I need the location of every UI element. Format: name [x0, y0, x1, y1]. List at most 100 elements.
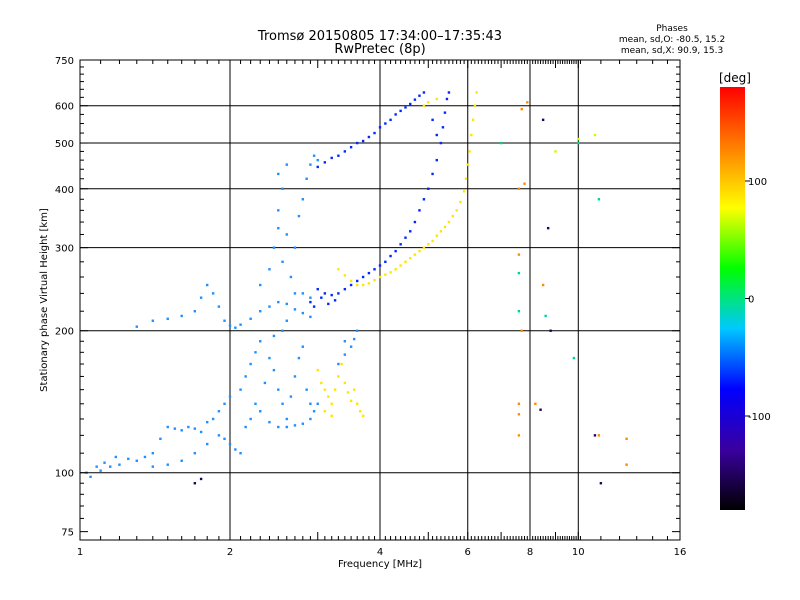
data-point — [462, 190, 466, 193]
data-point — [343, 353, 347, 356]
data-point — [180, 459, 183, 462]
data-point — [199, 296, 203, 299]
data-point — [517, 271, 521, 275]
data-point — [427, 187, 430, 190]
data-point — [349, 283, 353, 287]
data-point — [439, 141, 443, 145]
data-point — [470, 133, 473, 137]
data-point — [399, 243, 402, 246]
data-point — [293, 246, 297, 249]
data-point — [293, 375, 297, 378]
chart-title: Tromsø 20150805 17:34:00–17:35:43 — [257, 29, 502, 44]
data-point — [346, 391, 350, 394]
x-tick-label: 10 — [572, 547, 585, 558]
data-point — [413, 98, 417, 101]
data-point — [355, 329, 359, 332]
data-point — [277, 172, 280, 176]
x-tick-label: 8 — [527, 547, 533, 558]
data-point — [272, 368, 276, 372]
data-point — [281, 329, 284, 332]
data-point — [309, 296, 312, 299]
data-point — [277, 388, 280, 391]
data-point — [355, 279, 359, 283]
data-point — [473, 104, 477, 107]
data-point — [193, 482, 197, 485]
data-point — [281, 402, 284, 405]
data-point — [249, 362, 252, 366]
data-point — [327, 302, 330, 306]
y-tick-label: 100 — [55, 469, 74, 480]
data-point — [259, 410, 262, 413]
data-point — [404, 106, 407, 109]
data-point — [99, 469, 102, 472]
data-point — [239, 388, 242, 391]
data-point — [135, 325, 138, 328]
data-point — [451, 214, 455, 218]
data-point — [151, 319, 155, 322]
data-point — [399, 264, 402, 267]
data-point — [143, 455, 147, 459]
data-point — [349, 399, 353, 403]
data-point — [343, 340, 347, 343]
data-point — [499, 141, 503, 145]
data-point — [249, 317, 252, 320]
data-point — [228, 395, 232, 398]
data-point — [281, 187, 284, 190]
data-point — [239, 451, 242, 455]
colorbar-label: [deg] — [719, 71, 751, 85]
colorbar — [720, 87, 745, 510]
data-point — [187, 425, 190, 429]
data-point — [285, 425, 288, 429]
colorbar-tick-label: 100 — [748, 177, 767, 188]
data-point — [378, 275, 382, 279]
data-point — [599, 482, 603, 485]
data-point — [413, 253, 417, 256]
data-point — [193, 451, 197, 455]
data-point — [384, 122, 387, 125]
data-point — [223, 402, 226, 405]
y-tick-label: 200 — [55, 327, 74, 338]
data-point — [572, 356, 576, 360]
data-point — [263, 381, 267, 385]
data-point — [367, 271, 371, 275]
data-point — [316, 368, 319, 372]
phases-line-x: mean, sd,X: 90.9, 15.3 — [621, 46, 723, 56]
data-point — [625, 437, 628, 441]
y-tick-label: 300 — [55, 244, 74, 255]
data-point — [361, 275, 365, 279]
data-point — [447, 91, 451, 94]
data-point — [277, 226, 280, 230]
data-point — [517, 310, 521, 313]
data-point — [418, 94, 421, 97]
data-point — [205, 420, 209, 424]
data-point — [464, 177, 468, 180]
data-point — [394, 249, 397, 253]
data-point — [312, 410, 316, 413]
data-point — [333, 388, 337, 391]
data-point — [343, 381, 347, 385]
data-point — [166, 317, 169, 320]
data-point — [312, 305, 316, 308]
data-point — [305, 388, 308, 391]
data-point — [309, 163, 312, 166]
data-point — [151, 465, 155, 468]
data-point — [373, 268, 376, 271]
data-point — [268, 268, 271, 271]
data-point — [337, 268, 340, 271]
data-point — [268, 420, 271, 424]
data-point — [293, 308, 297, 311]
data-point — [404, 236, 407, 239]
data-point — [554, 150, 557, 153]
data-point — [205, 442, 209, 446]
data-point — [422, 198, 426, 201]
y-tick-label: 75 — [61, 528, 74, 539]
data-point — [435, 234, 438, 237]
data-point — [441, 126, 445, 129]
y-tick-label: 500 — [55, 139, 74, 150]
grid-lines — [80, 60, 680, 540]
x-tick-label: 6 — [465, 547, 471, 558]
data-point — [211, 417, 215, 421]
data-point — [361, 283, 365, 287]
data-point — [301, 422, 305, 425]
